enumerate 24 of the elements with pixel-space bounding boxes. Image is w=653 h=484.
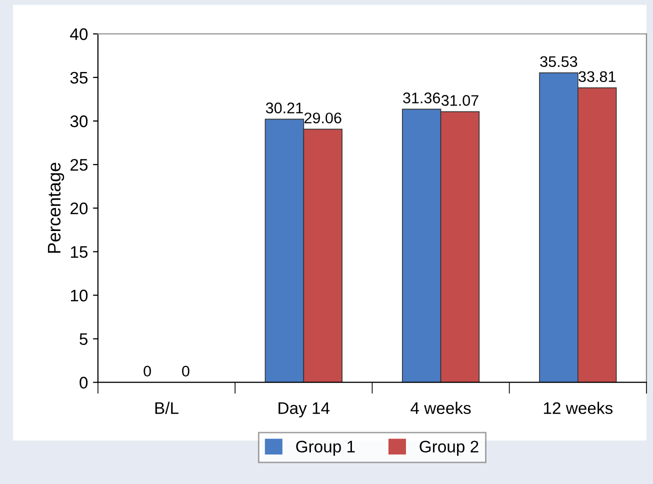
data-label: 30.21 (266, 102, 303, 114)
data-label: 33.81 (578, 71, 616, 82)
y-tick-label: 5 (80, 333, 88, 346)
y-tick-label: 0 (80, 376, 88, 389)
legend-label: Group 2 (420, 440, 478, 456)
x-tick-label: Day 14 (278, 402, 330, 418)
x-tick-label: 4 weeks (410, 402, 471, 414)
y-tick-label: 15 (70, 246, 88, 258)
y-tick-label: 40 (70, 28, 88, 40)
y-tick-label: 20 (70, 202, 88, 214)
x-tick-label: B/L (155, 402, 178, 414)
y-tick-label: 25 (70, 158, 88, 171)
data-label: 31.36 (403, 92, 440, 104)
y-tick-label: 35 (70, 72, 88, 84)
y-tick-label: 10 (70, 290, 88, 302)
y-axis-title: Percentage (48, 162, 64, 253)
data-label: 31.07 (441, 95, 478, 106)
data-label: 35.53 (540, 56, 578, 68)
data-label: 0 (182, 366, 190, 377)
y-tick-label: 30 (70, 115, 88, 128)
data-label: 0 (144, 366, 151, 377)
x-tick-label: 12 weeks (544, 402, 613, 414)
data-label: 29.06 (304, 112, 342, 124)
legend-label: Group 1 (296, 440, 355, 456)
